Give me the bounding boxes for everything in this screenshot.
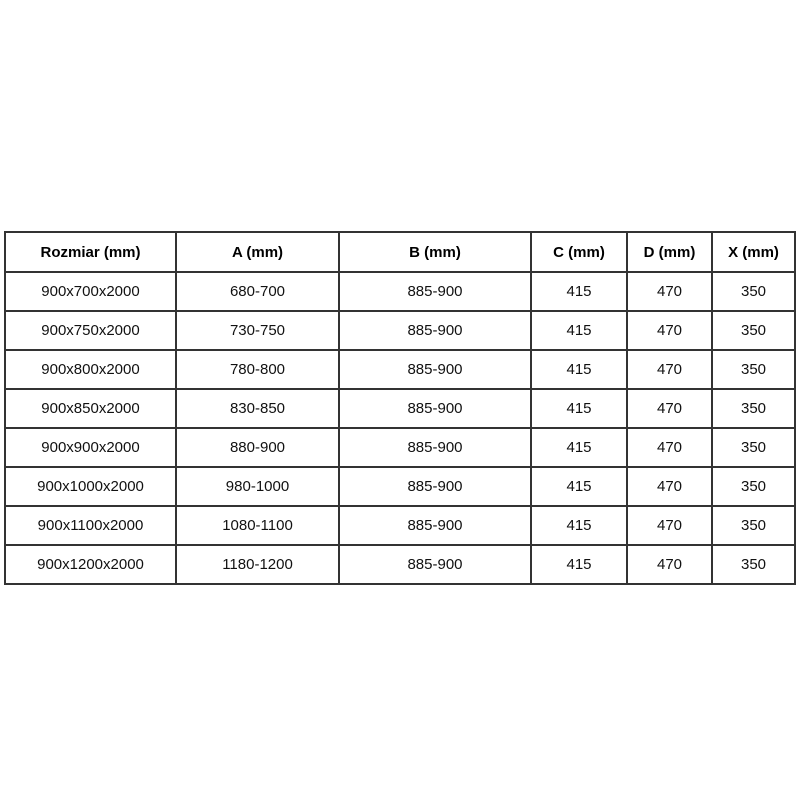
column-header-a: A (mm) [175,231,340,273]
table-row: 900x850x2000 830-850 885-900 415 470 350 [4,388,796,429]
column-header-d: D (mm) [626,231,713,273]
cell-d: 470 [626,427,713,468]
cell-a: 780-800 [175,349,340,390]
cell-a: 880-900 [175,427,340,468]
cell-a: 1180-1200 [175,544,340,585]
column-header-b: B (mm) [338,231,532,273]
cell-x: 350 [711,544,796,585]
cell-c: 415 [530,310,628,351]
cell-a: 830-850 [175,388,340,429]
cell-c: 415 [530,427,628,468]
table-row: 900x1100x2000 1080-1100 885-900 415 470 … [4,505,796,546]
table-header-row: Rozmiar (mm) A (mm) B (mm) C (mm) D (mm)… [4,231,796,273]
cell-x: 350 [711,271,796,312]
dimensions-table: Rozmiar (mm) A (mm) B (mm) C (mm) D (mm)… [4,231,796,585]
column-header-rozmiar: Rozmiar (mm) [4,231,177,273]
cell-c: 415 [530,505,628,546]
column-header-x: X (mm) [711,231,796,273]
cell-b: 885-900 [338,505,532,546]
cell-c: 415 [530,466,628,507]
cell-b: 885-900 [338,388,532,429]
cell-rozmiar: 900x1200x2000 [4,544,177,585]
cell-a: 680-700 [175,271,340,312]
table-row: 900x900x2000 880-900 885-900 415 470 350 [4,427,796,468]
cell-b: 885-900 [338,310,532,351]
table-row: 900x1000x2000 980-1000 885-900 415 470 3… [4,466,796,507]
cell-rozmiar: 900x900x2000 [4,427,177,468]
table-row: 900x800x2000 780-800 885-900 415 470 350 [4,349,796,390]
cell-x: 350 [711,388,796,429]
cell-b: 885-900 [338,544,532,585]
cell-d: 470 [626,505,713,546]
cell-a: 980-1000 [175,466,340,507]
cell-x: 350 [711,427,796,468]
cell-rozmiar: 900x700x2000 [4,271,177,312]
cell-d: 470 [626,349,713,390]
cell-a: 1080-1100 [175,505,340,546]
table-row: 900x700x2000 680-700 885-900 415 470 350 [4,271,796,312]
cell-rozmiar: 900x1000x2000 [4,466,177,507]
cell-x: 350 [711,505,796,546]
cell-a: 730-750 [175,310,340,351]
cell-d: 470 [626,466,713,507]
cell-x: 350 [711,310,796,351]
table-row: 900x750x2000 730-750 885-900 415 470 350 [4,310,796,351]
cell-x: 350 [711,466,796,507]
column-header-c: C (mm) [530,231,628,273]
cell-c: 415 [530,544,628,585]
cell-rozmiar: 900x1100x2000 [4,505,177,546]
cell-b: 885-900 [338,466,532,507]
cell-b: 885-900 [338,271,532,312]
cell-d: 470 [626,271,713,312]
cell-x: 350 [711,349,796,390]
cell-c: 415 [530,388,628,429]
cell-c: 415 [530,271,628,312]
cell-d: 470 [626,310,713,351]
cell-rozmiar: 900x750x2000 [4,310,177,351]
table-row: 900x1200x2000 1180-1200 885-900 415 470 … [4,544,796,585]
cell-rozmiar: 900x800x2000 [4,349,177,390]
cell-d: 470 [626,544,713,585]
cell-rozmiar: 900x850x2000 [4,388,177,429]
cell-b: 885-900 [338,427,532,468]
cell-b: 885-900 [338,349,532,390]
cell-c: 415 [530,349,628,390]
cell-d: 470 [626,388,713,429]
